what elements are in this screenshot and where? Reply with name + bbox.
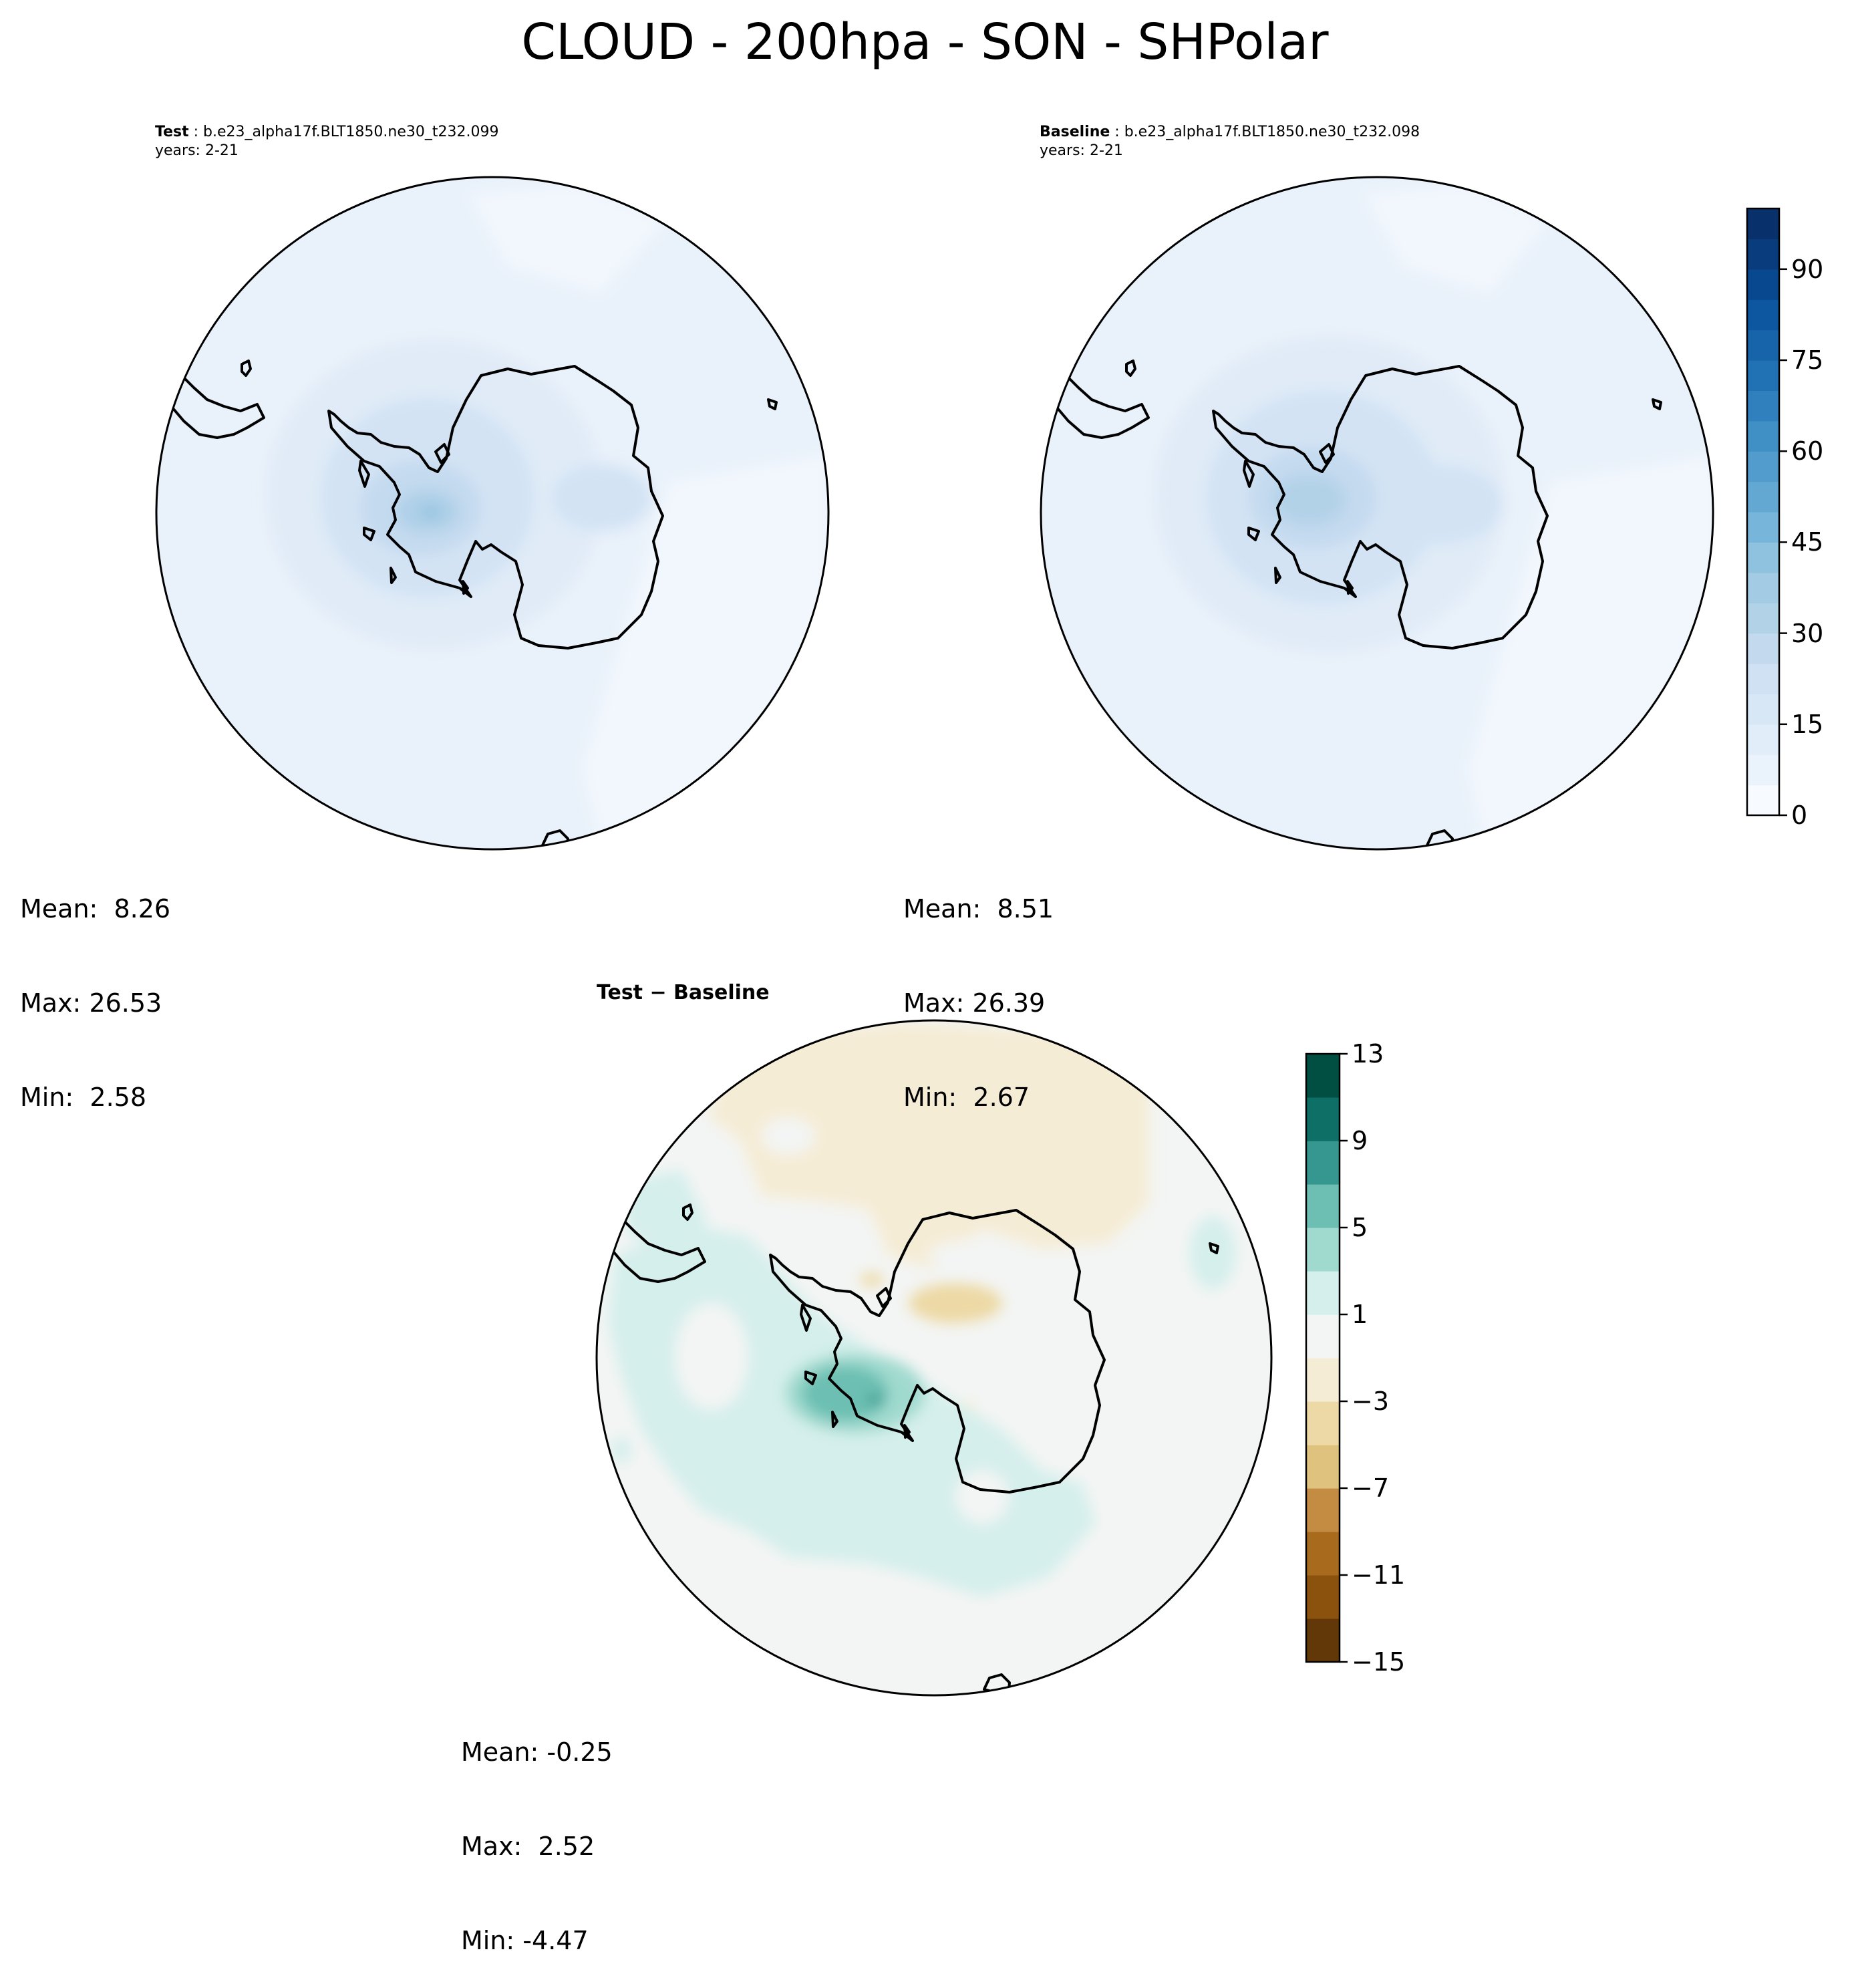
diff-colorbar-band-0	[1306, 1618, 1340, 1663]
baseline-colorbar-band-0	[1747, 785, 1779, 816]
baseline-years: years: 2-21	[1040, 142, 1123, 159]
diff-colorbar-tick-label-4: 1	[1352, 1300, 1368, 1329]
baseline-stats: Mean: 8.51 Max: 26.39 Min: 2.67	[903, 831, 1054, 1145]
baseline-colorbar-band-4	[1747, 664, 1779, 694]
diff-colorbar-band-1	[1306, 1575, 1340, 1619]
diff-min: Min: -4.47	[461, 1926, 589, 1955]
figure	[155, 176, 1787, 1697]
baseline-colorbar-band-10	[1747, 481, 1779, 513]
baseline-subtitle: Baseline : b.e23_alpha17f.BLT1850.ne30_t…	[1040, 123, 1420, 160]
baseline-colorbar-ticks	[1779, 268, 1787, 817]
baseline-colorbar-tick-label-5: 75	[1791, 345, 1824, 375]
baseline-colorbar-tick-label-2: 30	[1791, 618, 1824, 648]
test-map-boundary	[155, 176, 830, 851]
diff-map-boundary	[595, 1019, 1273, 1697]
baseline-colorbar-band-14	[1747, 360, 1779, 391]
diff-colorbar-band-10	[1306, 1184, 1340, 1228]
diff-stats: Mean: -0.25 Max: 2.52 Min: -4.47	[461, 1674, 613, 1988]
diff-mean: Mean: -0.25	[461, 1737, 613, 1767]
test-subtitle: Test : b.e23_alpha17f.BLT1850.ne30_t232.…	[155, 123, 498, 160]
baseline-colorbar-band-8	[1747, 542, 1779, 573]
baseline-colorbar-band-17	[1747, 269, 1779, 300]
baseline-map-boundary	[1040, 176, 1714, 851]
baseline-separator: :	[1110, 124, 1124, 140]
baseline-case: b.e23_alpha17f.BLT1850.ne30_t232.098	[1124, 124, 1420, 140]
baseline-colorbar-band-7	[1747, 572, 1779, 603]
diff-colorbar-frame	[1305, 1052, 1341, 1663]
diff-colorbar-tick-label-5: 5	[1352, 1213, 1368, 1242]
baseline-colorbar-band-1	[1747, 754, 1779, 786]
test-case: b.e23_alpha17f.BLT1850.ne30_t232.099	[203, 124, 499, 140]
baseline-colorbar-tick-label-3: 45	[1791, 527, 1824, 557]
baseline-colorbar-band-6	[1747, 603, 1779, 634]
baseline-label: Baseline	[1040, 124, 1110, 140]
baseline-colorbar-band-13	[1747, 390, 1779, 422]
baseline-colorbar-frame	[1746, 207, 1781, 817]
test-max: Max: 26.53	[20, 988, 162, 1018]
diff-colorbar-band-12	[1306, 1097, 1340, 1141]
diff-colorbar-band-9	[1306, 1228, 1340, 1272]
baseline-colorbar	[1747, 208, 1779, 816]
test-mean: Mean: 8.26	[20, 894, 171, 924]
baseline-colorbar-band-2	[1747, 724, 1779, 755]
baseline-colorbar-band-9	[1747, 512, 1779, 543]
diff-colorbar-tick-label-6: 9	[1352, 1126, 1368, 1155]
test-stats: Mean: 8.26 Max: 26.53 Min: 2.58	[20, 831, 170, 1145]
baseline-colorbar-band-18	[1747, 239, 1779, 270]
baseline-colorbar-tick-label-1: 15	[1791, 709, 1824, 739]
baseline-mean: Mean: 8.51	[903, 894, 1054, 924]
diff-colorbar-tick-label-0: −15	[1352, 1647, 1406, 1677]
diff-map	[597, 1020, 1271, 1695]
diff-colorbar-band-4	[1306, 1445, 1340, 1489]
baseline-colorbar-band-5	[1747, 633, 1779, 664]
diff-colorbar-tick-label-7: 13	[1352, 1039, 1384, 1069]
diff-colorbar-band-2	[1306, 1532, 1340, 1576]
diff-colorbar-tick-label-2: −7	[1352, 1473, 1390, 1503]
baseline-colorbar-band-19	[1747, 208, 1779, 239]
baseline-colorbar-band-16	[1747, 299, 1779, 331]
diff-colorbar-band-7	[1306, 1314, 1340, 1359]
baseline-max: Max: 26.39	[903, 988, 1046, 1018]
baseline-colorbar-band-3	[1747, 694, 1779, 725]
test-separator: :	[188, 124, 204, 140]
baseline-colorbar-tick-label-0: 0	[1791, 801, 1808, 830]
baseline-colorbar-tick-label-6: 90	[1791, 254, 1824, 284]
baseline-min: Min: 2.67	[903, 1083, 1030, 1112]
diff-colorbar-band-13	[1306, 1054, 1340, 1098]
diff-title: Test − Baseline	[597, 981, 770, 1004]
baseline-colorbar-band-12	[1747, 420, 1779, 452]
diff-max: Max: 2.52	[461, 1832, 595, 1861]
diff-colorbar-band-3	[1306, 1488, 1340, 1532]
diff-colorbar-tick-label-1: −11	[1352, 1560, 1406, 1590]
test-years: years: 2-21	[155, 142, 239, 159]
diff-colorbar-ticks	[1340, 1052, 1348, 1663]
diff-colorbar-band-8	[1306, 1271, 1340, 1315]
baseline-colorbar-tick-label-4: 60	[1791, 436, 1824, 466]
figure-title: CLOUD - 200hpa - SON - SHPolar	[521, 13, 1329, 71]
diff-colorbar-band-11	[1306, 1141, 1340, 1185]
test-min: Min: 2.58	[20, 1083, 146, 1112]
diff-colorbar-band-6	[1306, 1358, 1340, 1402]
diff-colorbar-band-5	[1306, 1401, 1340, 1445]
test-label: Test	[155, 124, 189, 140]
test-map	[156, 177, 828, 849]
diff-colorbar-tick-label-3: −3	[1352, 1387, 1390, 1416]
baseline-colorbar-band-11	[1747, 451, 1779, 482]
diff-colorbar	[1306, 1054, 1340, 1663]
baseline-colorbar-band-15	[1747, 329, 1779, 361]
